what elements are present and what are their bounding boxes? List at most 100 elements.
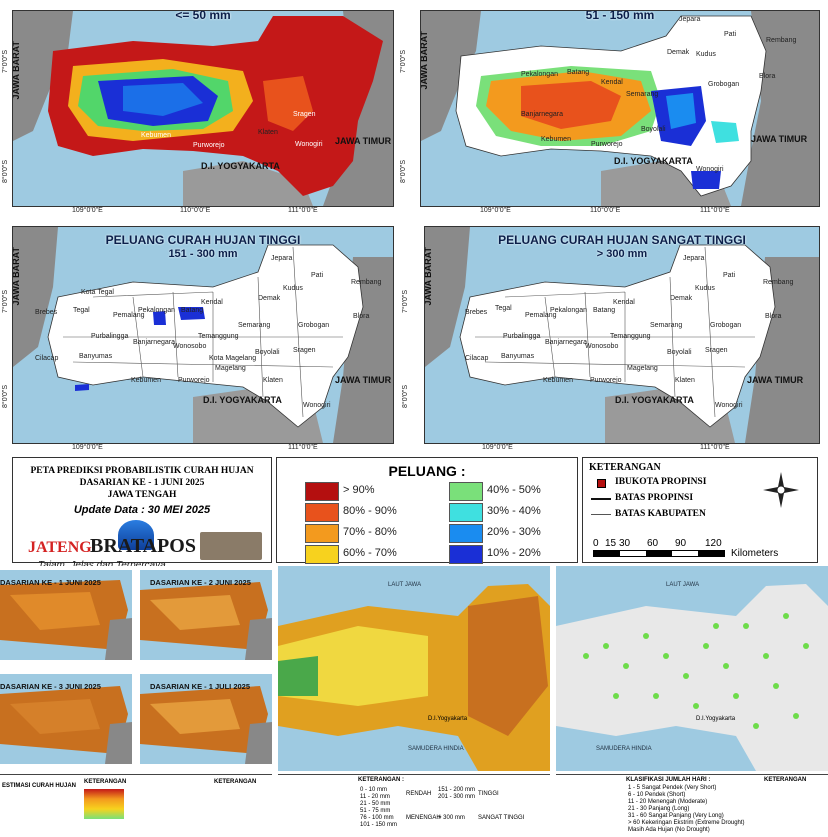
city-label: Rembang	[351, 279, 382, 286]
city-label: Pemalang	[525, 312, 557, 319]
city-label: Grobogan	[298, 322, 330, 329]
city-label: Tegal	[73, 307, 90, 314]
city-label: Kebumen	[541, 136, 571, 143]
city-label: Semarang	[626, 91, 659, 98]
city-label: Sragen	[293, 347, 316, 354]
rainfall-legend: KETERANGAN : 0 - 10 mm 11 - 20 mm 21 - 5…	[278, 774, 550, 837]
city-label: Banjarnegara	[133, 339, 176, 346]
mini-map	[140, 674, 272, 764]
map-sangat-tinggi	[425, 227, 819, 443]
city-label: Brebes	[465, 309, 488, 316]
dry-days-class: 1 - 5 Sangat Pendek (Very Short)	[628, 785, 717, 791]
thumb-dasarian-grid: DASARIAN KE - 1 JUNI 2025 DASARIAN KE - …	[0, 566, 274, 837]
city-label: Purworejo	[590, 377, 622, 384]
sea-south-label: SAMUDERA HINDIA	[596, 746, 652, 752]
city-label: Magelang	[215, 365, 246, 372]
watermark-brand1: JATENG	[28, 539, 92, 556]
keterangan-item: IBUKOTA PROPINSI	[615, 477, 707, 487]
watermark: JATENG BRATAPOS Tajam, Jelas dan Terperc…	[28, 535, 268, 575]
watermark-photo	[200, 532, 262, 560]
city-label: Klaten	[263, 377, 283, 384]
city-label: Banyumas	[79, 353, 113, 360]
mini-map-title: DASARIAN KE - 1 JULI 2025	[150, 682, 251, 691]
panel-title: PELUANG CURAH HUJAN SANGAT TINGGI	[498, 233, 746, 247]
region-east-label: JAWA TIMUR	[335, 375, 392, 385]
city-label: Sragen	[293, 111, 316, 118]
lat-label: 7°0'0"S	[402, 290, 409, 313]
city-label: Kebumen	[141, 132, 171, 139]
lon-label: 111°0'0"E	[700, 444, 730, 451]
rainfall-map: LAUT JAWA SAMUDERA HINDIA D.I.Yogyakarta	[278, 566, 550, 771]
city-label: Batang	[593, 307, 616, 314]
info-line1: PETA PREDIKSI PROBABILISTIK CURAH HUJAN	[30, 466, 254, 476]
rainfall-range: 0 - 10 mm	[360, 787, 388, 793]
regency-line-icon	[591, 514, 611, 515]
dry-days-class: > 60 Kekeringan Ekstrim (Extreme Drought…	[628, 820, 745, 826]
mini-map	[0, 674, 132, 764]
rainfall-class: RENDAH	[406, 791, 432, 797]
panel-subtitle: > 300 mm	[596, 248, 648, 260]
city-label: Tegal	[495, 305, 512, 312]
city-label: Pati	[724, 31, 737, 38]
rainfall-class: TINGGI	[478, 791, 499, 797]
lon-label: 110°0'0"E	[590, 207, 621, 214]
city-label: Semarang	[650, 322, 683, 329]
map-le-50mm	[13, 11, 393, 206]
capital-marker-icon	[597, 479, 606, 488]
scale-bar	[593, 550, 725, 557]
city-label: Blora	[353, 313, 370, 320]
dry-days-class: 11 - 20 Menengah (Moderate)	[628, 799, 708, 805]
legend-swatch	[305, 503, 339, 522]
map-51-150mm	[421, 11, 819, 206]
mini-legend-keterangan: KETERANGAN	[214, 779, 257, 785]
dry-days-class: Masih Ada Hujan (No Drought)	[628, 827, 710, 833]
sea-south-label: SAMUDERA HINDIA	[408, 746, 464, 752]
mini-map	[140, 570, 272, 660]
mini-legend-keterangan: KETERANGAN	[84, 779, 127, 785]
rainfall-legend-title: KETERANGAN :	[358, 777, 404, 783]
mini-legend: ESTIMASI CURAH HUJAN KETERANGAN KETERANG…	[0, 774, 272, 837]
mini-legend-title: ESTIMASI CURAH HUJAN	[2, 783, 77, 789]
city-label: Klaten	[675, 377, 695, 384]
city-label: Demak	[667, 49, 690, 56]
mini-map-title: DASARIAN KE - 3 JUNI 2025	[0, 682, 101, 691]
city-label: Magelang	[627, 365, 658, 372]
region-east-label: JAWA TIMUR	[747, 375, 804, 385]
legend-swatch	[305, 545, 339, 564]
legend-swatch	[449, 545, 483, 564]
city-label: Banyumas	[501, 353, 535, 360]
lat-label: 7°0'0"S	[2, 50, 9, 73]
city-label: Cilacap	[465, 355, 489, 362]
scale-tick: 90	[675, 538, 687, 549]
info-line3: JAWA TENGAH	[107, 490, 177, 500]
lat-label: 8°0'0"S	[402, 385, 409, 408]
central-java-region	[459, 244, 776, 428]
city-label: Kendal	[601, 79, 623, 86]
legend-swatch	[305, 482, 339, 501]
legend-swatch	[449, 524, 483, 543]
city-label: Boyolali	[641, 126, 666, 133]
watermark-brand2: BRATAPOS	[90, 535, 196, 557]
info-box: PETA PREDIKSI PROBABILISTIK CURAH HUJAN …	[12, 457, 272, 563]
city-label: Pekalongan	[138, 307, 175, 314]
yogya-label: D.I.Yogyakarta	[696, 716, 736, 722]
scale-tick: 30	[619, 538, 631, 549]
scale-unit: Kilometers	[731, 548, 779, 559]
central-java-region	[47, 244, 364, 428]
legend-swatch	[305, 524, 339, 543]
city-label: Brebes	[35, 309, 58, 316]
yogya-label: D.I. YOGYAKARTA	[203, 395, 282, 405]
map-panel-sangat-tinggi: PELUANG CURAH HUJAN SANGAT TINGGI > 300 …	[424, 226, 820, 444]
city-label: Purbalingga	[503, 333, 541, 340]
province-line-icon	[591, 498, 611, 500]
rainfall-range: 76 - 100 mm	[360, 815, 394, 821]
region-east-label: JAWA TIMUR	[335, 136, 392, 146]
city-label: Jepara	[271, 255, 293, 262]
scale-tick: 0	[593, 538, 599, 549]
city-label: Sragen	[705, 347, 728, 354]
dry-days-class: 21 - 30 Panjang (Long)	[628, 806, 690, 812]
watermark-tagline: Tajam, Jelas dan Terpercaya	[38, 560, 166, 571]
rainfall-range: 21 - 50 mm	[360, 801, 391, 807]
city-label: Boyolali	[255, 349, 280, 356]
city-label: Batang	[181, 307, 204, 314]
